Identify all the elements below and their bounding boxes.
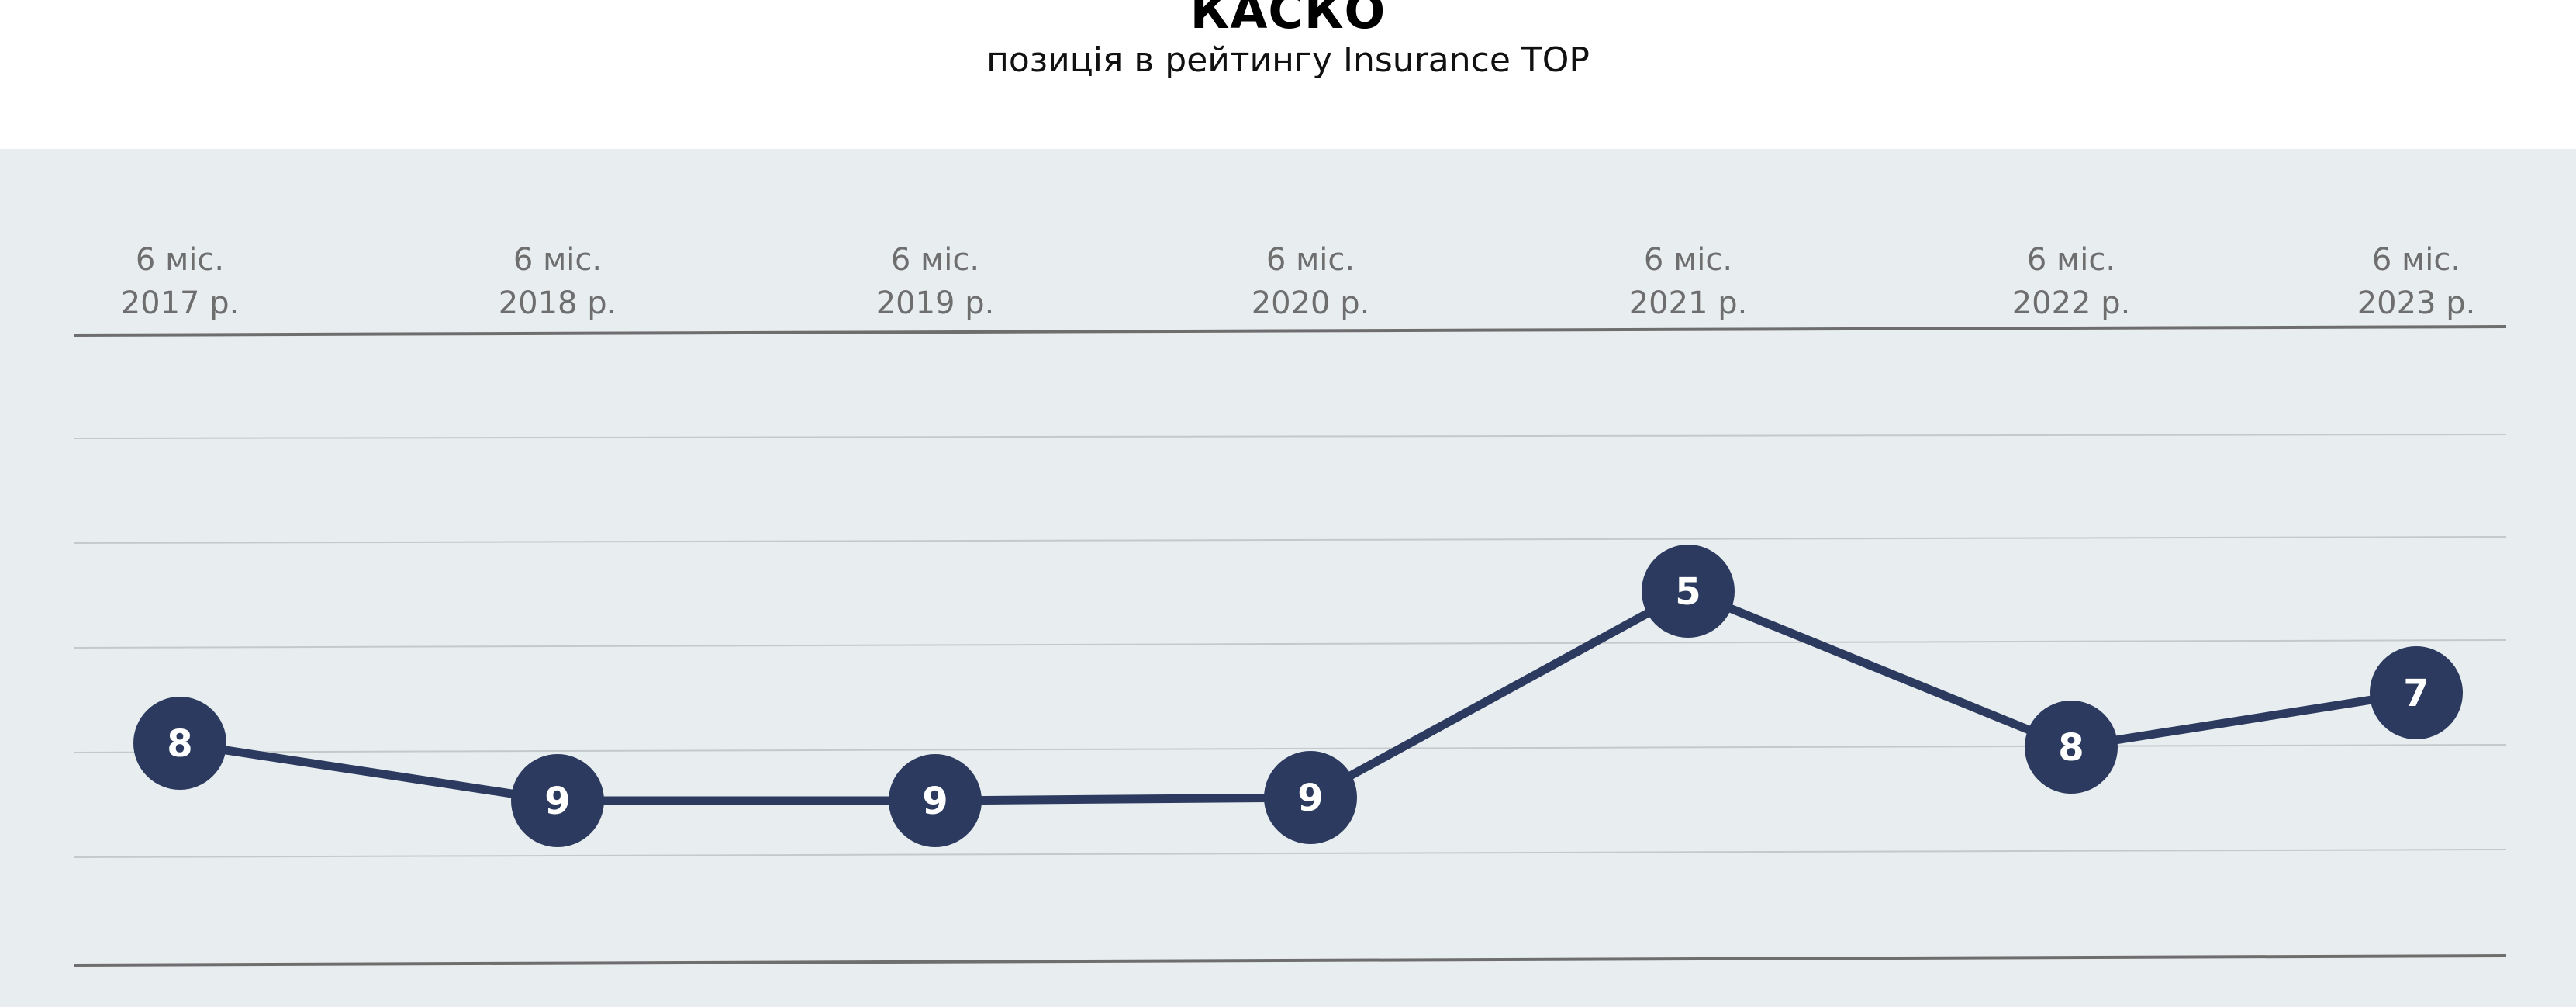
grid-line bbox=[74, 434, 2507, 439]
bottom-axis-line bbox=[74, 954, 2507, 967]
grid-line bbox=[74, 639, 2507, 649]
axes bbox=[74, 325, 2507, 967]
data-point-marker bbox=[1264, 751, 1357, 844]
data-point-marker bbox=[2025, 701, 2118, 794]
data-label: 9 bbox=[922, 780, 948, 823]
data-point: 8 bbox=[2025, 701, 2118, 794]
x-tick-label: 6 міс. 2020 р. bbox=[1252, 242, 1370, 321]
grid-line bbox=[74, 849, 2507, 858]
data-point-marker bbox=[511, 754, 604, 847]
x-tick-label: 6 міс. 2022 р. bbox=[2012, 242, 2131, 321]
data-point-marker bbox=[1642, 545, 1735, 638]
data-label: 8 bbox=[2058, 726, 2084, 770]
x-tick-label: 6 міс. 2019 р. bbox=[876, 242, 995, 321]
data-label: 8 bbox=[167, 722, 192, 766]
chart-subtitle: позиція в рейтингу Insurance TOP bbox=[986, 40, 1590, 80]
data-label: 9 bbox=[1297, 777, 1323, 820]
x-tick-label: 6 міс. 2021 р. bbox=[1629, 242, 1748, 321]
grid-line bbox=[74, 744, 2507, 753]
data-point-marker bbox=[2370, 646, 2463, 739]
data-point: 9 bbox=[511, 754, 604, 847]
data-label: 5 bbox=[1675, 570, 1701, 614]
data-markers: 8 9 9 9 5 8 7 bbox=[133, 545, 2463, 847]
top-axis-line bbox=[74, 325, 2507, 337]
x-tick-label: 6 міс. 2023 р. bbox=[2357, 242, 2476, 321]
x-tick-label: 6 міс. 2017 р. bbox=[121, 242, 240, 321]
x-tick-label: 6 міс. 2018 р. bbox=[499, 242, 617, 321]
chart-title: КАСКО bbox=[1190, 0, 1386, 40]
data-point-marker bbox=[133, 697, 226, 790]
chart-panel bbox=[0, 149, 2576, 1007]
data-point: 5 bbox=[1642, 545, 1735, 638]
data-label: 7 bbox=[2403, 672, 2429, 715]
grid-line bbox=[74, 536, 2507, 544]
x-tick-labels: 6 міс. 2017 р. 6 міс. 2018 р. 6 міс. 2019 р. 6… bbox=[121, 242, 2476, 321]
data-point-marker bbox=[889, 754, 982, 847]
data-point: 9 bbox=[889, 754, 982, 847]
data-point: 8 bbox=[133, 697, 226, 790]
data-point: 7 bbox=[2370, 646, 2463, 739]
data-label: 9 bbox=[544, 780, 570, 823]
data-point: 9 bbox=[1264, 751, 1357, 844]
